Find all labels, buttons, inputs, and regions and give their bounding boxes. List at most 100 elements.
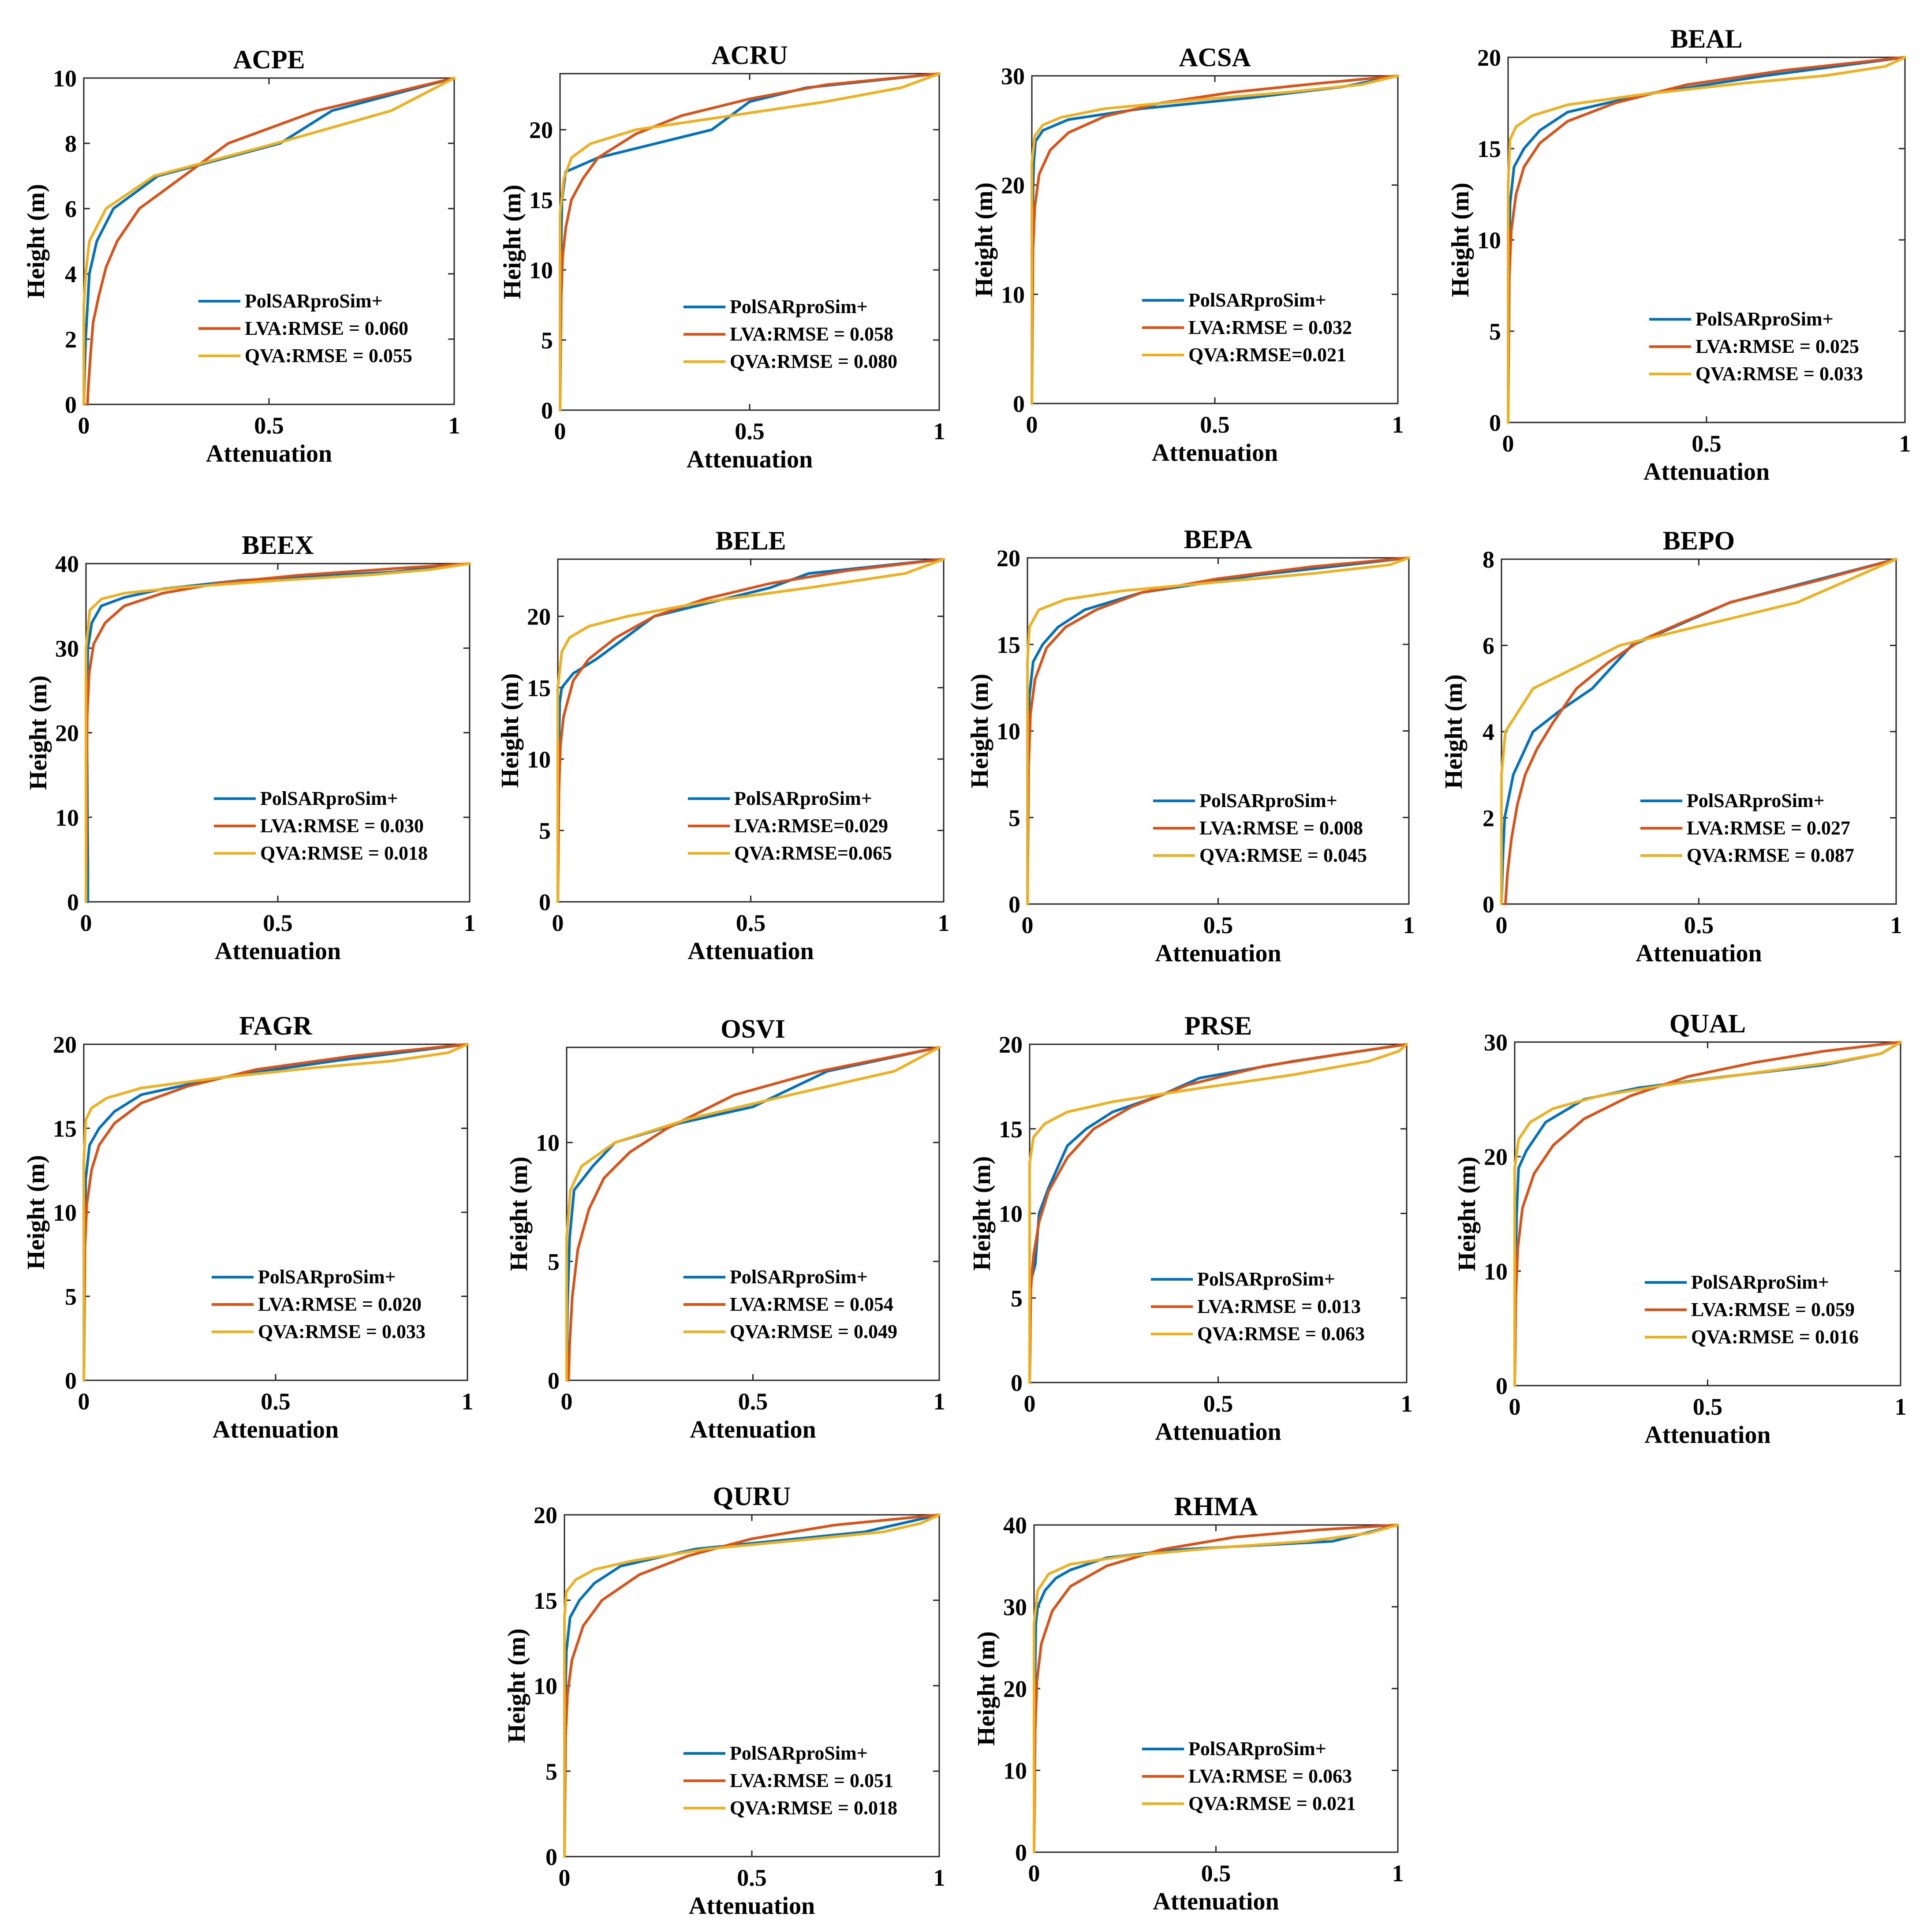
y-tick-label: 20 <box>1484 1144 1508 1170</box>
y-tick-label: 20 <box>1477 45 1501 71</box>
panel-title: ACSA <box>1179 43 1251 72</box>
y-tick-label: 0 <box>1015 1839 1027 1866</box>
y-tick-label: 15 <box>997 632 1020 658</box>
legend-label-polsarprosim: PolSARproSim+ <box>1188 1738 1326 1760</box>
y-tick-label: 40 <box>55 551 79 577</box>
y-tick-label: 15 <box>529 187 553 213</box>
x-axis-label: Attenuation <box>206 440 332 467</box>
x-tick-label: 0.5 <box>1693 1394 1723 1420</box>
y-tick-label: 10 <box>1484 1258 1508 1285</box>
y-tick-label: 6 <box>1483 633 1494 659</box>
legend-label-polsarprosim: PolSARproSim+ <box>1695 308 1834 330</box>
y-tick-label: 0 <box>1013 391 1025 417</box>
x-axis-label: Attenuation <box>687 446 813 473</box>
y-tick-label: 5 <box>539 818 551 844</box>
legend-label-lva: LVA:RMSE = 0.030 <box>260 815 424 837</box>
y-tick-label: 0 <box>548 1368 560 1394</box>
legend-label-lva: LVA:RMSE = 0.063 <box>1188 1765 1352 1787</box>
x-tick-label: 1 <box>938 910 950 936</box>
y-tick-label: 15 <box>1477 136 1501 162</box>
y-tick-label: 0 <box>1008 891 1020 918</box>
x-tick-label: 0.5 <box>1692 430 1722 457</box>
series-line-qva <box>563 1513 941 1858</box>
legend-label-polsarprosim: PolSARproSim+ <box>245 290 383 312</box>
y-tick-label: 15 <box>534 1588 557 1614</box>
y-tick-label: 0 <box>545 1844 557 1870</box>
y-tick-label: 5 <box>548 1248 560 1275</box>
y-tick-label: 0 <box>1483 891 1494 918</box>
series-line-lva <box>82 1043 469 1382</box>
y-tick-label: 4 <box>65 261 77 288</box>
x-tick-label: 0 <box>554 418 566 445</box>
y-axis-label: Height (m) <box>1447 183 1474 297</box>
y-axis-label: Height (m) <box>25 676 52 790</box>
panel-title: ACRU <box>711 41 788 70</box>
y-tick-label: 0 <box>1011 1370 1023 1396</box>
y-axis-label: Height (m) <box>1453 1157 1481 1271</box>
plot-area <box>559 73 940 411</box>
legend-label-polsarprosim: PolSARproSim+ <box>260 788 398 809</box>
legend-label-lva: LVA:RMSE=0.029 <box>734 815 888 837</box>
y-tick-label: 30 <box>55 635 79 662</box>
series-line-lva <box>567 1046 941 1382</box>
y-tick-label: 10 <box>1477 227 1501 254</box>
x-tick-label: 1 <box>462 1388 474 1415</box>
series-line-lva <box>1504 558 1897 905</box>
x-tick-label: 0 <box>78 412 90 439</box>
y-tick-label: 20 <box>999 1031 1023 1058</box>
series-line-polsarprosim <box>565 1046 941 1382</box>
legend-label-polsarprosim: PolSARproSim+ <box>730 296 868 318</box>
legend-label-polsarprosim: PolSARproSim+ <box>258 1266 396 1288</box>
plot-area <box>85 563 471 903</box>
series-line-polsarprosim <box>556 558 945 903</box>
x-tick-label: 0.5 <box>1200 411 1230 438</box>
y-tick-label: 0 <box>1496 1373 1508 1399</box>
y-tick-label: 5 <box>541 327 553 354</box>
legend-label-polsarprosim: PolSARproSim+ <box>730 1266 868 1288</box>
y-tick-label: 20 <box>1003 1676 1027 1702</box>
y-tick-label: 5 <box>1011 1285 1023 1312</box>
y-tick-label: 8 <box>65 131 77 157</box>
series-line-qva <box>1513 1041 1902 1387</box>
y-tick-label: 10 <box>536 1130 560 1156</box>
y-tick-label: 10 <box>1001 281 1025 308</box>
x-axis-label: Attenuation <box>689 1892 815 1920</box>
panel-title: RHMA <box>1174 1492 1258 1521</box>
x-axis-label: Attenuation <box>1152 439 1278 467</box>
y-tick-label: 6 <box>65 196 77 222</box>
x-axis-label: Attenuation <box>687 938 814 965</box>
y-axis-label: Height (m) <box>971 183 998 297</box>
y-tick-label: 10 <box>529 257 553 284</box>
series-line-qva <box>82 1043 469 1382</box>
series-line-qva <box>559 72 941 411</box>
plot-area <box>1027 557 1410 905</box>
x-tick-label: 0.5 <box>737 1865 767 1891</box>
legend-label-polsarprosim: PolSARproSim+ <box>730 1742 868 1764</box>
x-tick-label: 0.5 <box>263 910 293 936</box>
legend-label-lva: LVA:RMSE = 0.060 <box>245 318 408 339</box>
y-tick-label: 15 <box>999 1116 1023 1143</box>
x-tick-label: 0 <box>561 1388 573 1415</box>
y-tick-label: 4 <box>1483 719 1494 745</box>
series-line-lva <box>559 72 941 411</box>
series-line-qva <box>1028 1043 1408 1384</box>
x-tick-label: 1 <box>1392 411 1404 438</box>
series-line-lva <box>85 562 471 903</box>
x-tick-label: 1 <box>1899 430 1911 457</box>
panel-title: BEPO <box>1663 526 1735 555</box>
x-axis-label: Attenuation <box>1155 940 1281 967</box>
y-tick-label: 30 <box>1003 1594 1027 1621</box>
series-line-qva <box>565 1046 941 1382</box>
legend-label-polsarprosim: PolSARproSim+ <box>1687 790 1825 811</box>
x-tick-label: 0.5 <box>736 910 766 936</box>
x-tick-label: 0.5 <box>1203 1390 1233 1417</box>
legend-label-lva: LVA:RMSE = 0.051 <box>730 1770 893 1791</box>
plot-area <box>83 77 455 405</box>
series-line-lva <box>86 77 456 406</box>
panel-title: BELE <box>715 526 786 555</box>
x-tick-label: 0.5 <box>261 1388 291 1415</box>
